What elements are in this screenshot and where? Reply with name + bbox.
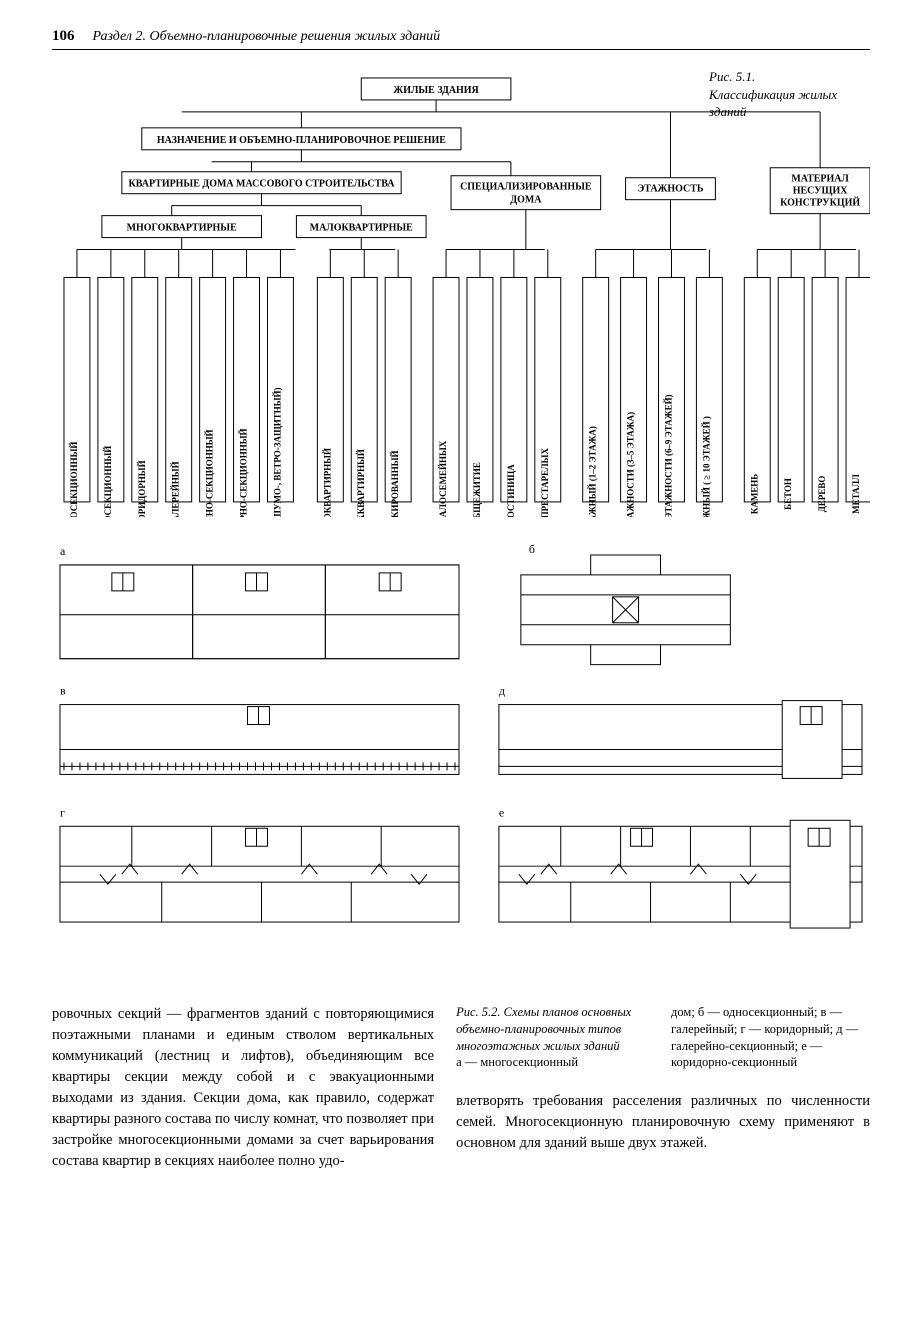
leaf-mk3: ГАЛЕРЕЙНЫЙ (171, 461, 181, 516)
leaf-ml0: ОДНОКВАРТИРНЫЙ (322, 448, 332, 517)
body-col-right: Рис. 5.2. Схемы планов основных объемно-… (456, 1004, 870, 1172)
body-text: ровочных секций — фрагментов зданий с по… (52, 1004, 870, 1172)
leaf-mt3: МЕТАЛЛ (851, 474, 861, 514)
leaf-mt2: ДЕРЕВО (817, 476, 827, 513)
leaf-mk1: ОДНОСЕКЦИОННЫЙ (103, 446, 113, 517)
body-col-left: ровочных секций — фрагментов зданий с по… (52, 1004, 434, 1172)
leaf-sp0: ДЛЯ МАЛОСЕМЕЙНЫХ (438, 440, 448, 517)
leaf-et0: МАЛОЭТАЖНЫЙ (1–2 ЭТАЖА) (588, 426, 598, 517)
leaf-mk5: КОРИДОРНО-СЕКЦИОННЫЙ (239, 428, 249, 516)
leaf-et3: МНОГОЭТАЖНЫЙ ( ≥ 10 ЭТАЖЕЙ ) (701, 416, 711, 517)
tree-leaves: МНОГОСЕКЦИОННЫЙ ОДНОСЕКЦИОННЫЙ КОРИДОРНЫЙ Г… (64, 250, 870, 517)
leaf-mk4: ГАЛЕРЕЙНО-СЕКЦИОННЫЙ (205, 429, 215, 516)
plan-label-b: б (529, 542, 535, 556)
plan-label-a: а (60, 544, 66, 558)
fig-5-2: а б (52, 535, 870, 994)
svg-text:НЕСУЩИХ: НЕСУЩИХ (793, 186, 848, 197)
branch-malokv: МАЛОКВАРТИРНЫЕ (310, 223, 413, 234)
fig-5-1-caption: Рис. 5.1. Классификация жилых зданий (709, 68, 864, 121)
leaf-mk0: МНОГОСЕКЦИОННЫЙ (69, 442, 79, 517)
fig-5-2-caption: Рис. 5.2. Схемы планов основных объемно-… (456, 1004, 870, 1072)
branch-kvartirnye: КВАРТИРНЫЕ ДОМА МАССОВОГО СТРОИТЕЛЬСТВА (129, 179, 396, 190)
leaf-sp3: ДЛЯ ПРЕСТАРЕЛЫХ (540, 448, 550, 517)
floor-plan-schemas: а б (52, 535, 870, 994)
leaf-et1: СРЕДНЕЙ ЭТАЖНОСТИ (3–5 ЭТАЖА) (626, 412, 636, 517)
page: 106 Раздел 2. Объемно-планировочные реше… (0, 0, 910, 1338)
plan-label-g: г (60, 805, 65, 819)
svg-text:МАТЕРИАЛ: МАТЕРИАЛ (791, 174, 849, 185)
fig-5-2-legend-b: дом; б — односекционный; в — галерейный;… (671, 1004, 870, 1072)
leaf-et2: ПОВЫШЕННОЙ ЭТАЖНОСТИ (6–9 ЭТАЖЕЙ) (663, 394, 673, 516)
svg-text:ДОМА: ДОМА (510, 195, 542, 206)
plan-label-v: в (60, 683, 66, 697)
fig-5-2-legend-a: а — многосекционный (456, 1055, 578, 1069)
leaf-mt1: БЕТОН (783, 478, 793, 510)
svg-text:КОНСТРУКЦИЙ: КОНСТРУКЦИЙ (780, 197, 860, 209)
leaf-sp2: ГОСТИНИЦА (506, 464, 516, 517)
leaf-ml1: ДВУХКВАРТИРНЫЙ (356, 449, 366, 517)
branch-mnogokv: МНОГОКВАРТИРНЫЕ (127, 223, 237, 234)
plan-label-e: е (499, 805, 504, 819)
leaf-ml2: БЛОКИРОВАННЫЙ (390, 450, 400, 516)
page-header: 106 Раздел 2. Объемно-планировочные реше… (52, 28, 870, 50)
branch-naznachenie: НАЗНАЧЕНИЕ И ОБЪЕМНО-ПЛАНИРОВОЧНОЕ РЕШЕН… (157, 135, 446, 146)
fig-5-1: Рис. 5.1. Классификация жилых зданий ЖИЛ… (52, 68, 870, 517)
page-number: 106 (52, 28, 75, 45)
leaf-sp1: ОБЩЕЖИТИЕ (472, 462, 482, 517)
fig-5-2-number: Рис. 5.2. (456, 1005, 500, 1019)
classification-tree: ЖИЛЫЕ ЗДАНИЯ НАЗНАЧЕНИЕ И ОБЪЕМНО-ПЛАНИР… (52, 68, 870, 517)
branch-etazhnost: ЭТАЖНОСТЬ (637, 184, 703, 195)
plan-label-d: д (499, 683, 505, 697)
leaf-mt0: КАМЕНЬ (749, 474, 759, 514)
leaf-mk6: СПЕЦИАЛЬНЫЙ (ШУМО-, ВЕТРО-ЗАЩИТНЫЙ) (272, 387, 282, 516)
tree-root: ЖИЛЫЕ ЗДАНИЯ (393, 85, 479, 96)
fig-5-1-number: Рис. 5.1. (709, 69, 755, 84)
svg-text:СПЕЦИАЛИЗИРОВАННЫЕ: СПЕЦИАЛИЗИРОВАННЫЕ (460, 182, 592, 193)
fig-5-1-title: Классификация жилых зданий (709, 87, 837, 120)
leaf-mk2: КОРИДОРНЫЙ (137, 460, 147, 517)
section-title: Раздел 2. Объемно-планировочные решения … (93, 29, 441, 45)
body-right-text: влетворять требования расселения различн… (456, 1091, 870, 1154)
